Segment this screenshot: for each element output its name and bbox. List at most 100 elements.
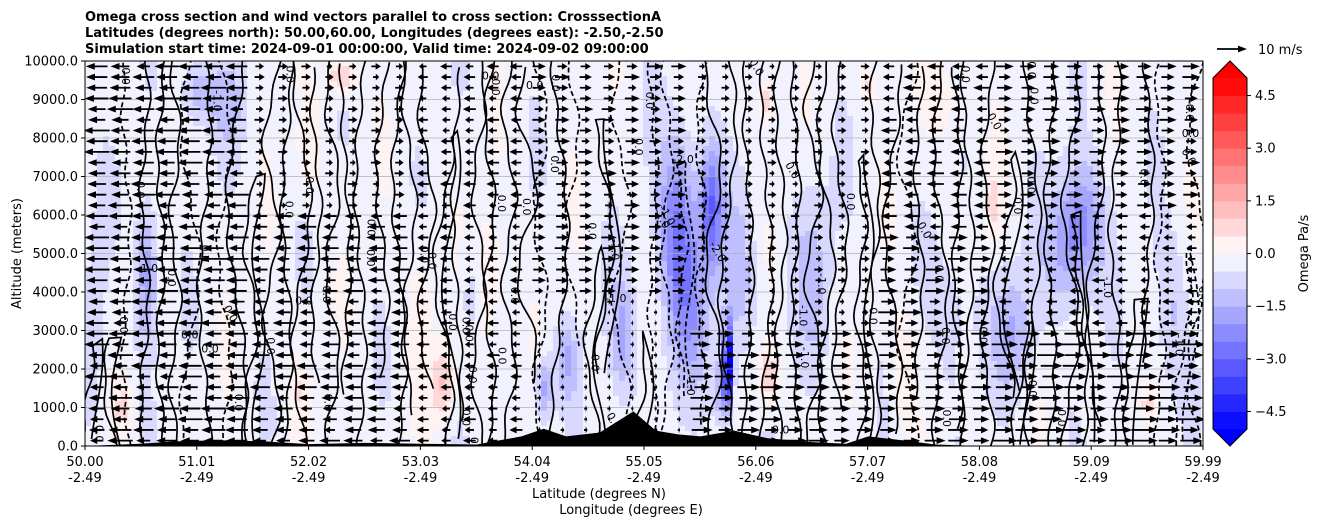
omega-cell bbox=[433, 311, 440, 317]
omega-cell bbox=[241, 291, 248, 297]
omega-cell bbox=[469, 101, 476, 107]
omega-cell bbox=[367, 161, 374, 167]
omega-cell bbox=[265, 96, 272, 102]
omega-cell bbox=[175, 76, 182, 82]
omega-cell bbox=[211, 91, 218, 97]
omega-cell bbox=[337, 381, 344, 387]
omega-cell bbox=[379, 386, 386, 392]
omega-cell bbox=[127, 241, 134, 247]
omega-cell bbox=[487, 126, 494, 132]
omega-cell bbox=[97, 441, 104, 446]
omega-cell bbox=[247, 66, 254, 72]
omega-cell bbox=[391, 221, 398, 227]
omega-cell bbox=[199, 136, 206, 142]
omega-cell bbox=[139, 371, 146, 377]
omega-cell bbox=[469, 326, 476, 332]
omega-cell bbox=[451, 86, 458, 92]
omega-cell bbox=[433, 381, 440, 387]
omega-cell bbox=[331, 351, 338, 357]
omega-cell bbox=[451, 76, 458, 82]
omega-cell bbox=[241, 296, 248, 302]
omega-cell bbox=[121, 241, 128, 247]
omega-cell bbox=[499, 196, 506, 202]
omega-cell bbox=[199, 431, 206, 437]
omega-cell bbox=[367, 86, 374, 92]
omega-cell bbox=[103, 126, 110, 132]
omega-cell bbox=[319, 326, 326, 332]
omega-cell bbox=[307, 346, 314, 352]
omega-cell bbox=[247, 371, 254, 377]
omega-cell bbox=[379, 336, 386, 342]
omega-cell bbox=[247, 86, 254, 92]
omega-cell bbox=[385, 346, 392, 352]
omega-cell bbox=[163, 391, 170, 397]
omega-cell bbox=[229, 101, 236, 107]
omega-cell bbox=[139, 271, 146, 277]
omega-cell bbox=[109, 221, 116, 227]
omega-cell bbox=[223, 211, 230, 217]
omega-cell bbox=[211, 216, 218, 222]
omega-cell bbox=[367, 221, 374, 227]
omega-cell bbox=[391, 116, 398, 122]
omega-cell bbox=[493, 336, 500, 342]
omega-cell bbox=[355, 116, 362, 122]
omega-cell bbox=[337, 66, 344, 72]
omega-cell bbox=[367, 421, 374, 427]
omega-cell bbox=[391, 296, 398, 302]
omega-cell bbox=[205, 391, 212, 397]
omega-cell bbox=[469, 141, 476, 147]
omega-cell bbox=[103, 111, 110, 117]
omega-cell bbox=[505, 196, 512, 202]
omega-cell bbox=[127, 111, 134, 117]
omega-cell bbox=[133, 151, 140, 157]
omega-cell bbox=[85, 391, 92, 397]
omega-cell bbox=[283, 226, 290, 232]
omega-cell bbox=[199, 191, 206, 197]
omega-cell bbox=[475, 181, 482, 187]
omega-cell bbox=[247, 346, 254, 352]
omega-cell bbox=[151, 346, 158, 352]
omega-cell bbox=[211, 101, 218, 107]
omega-cell bbox=[379, 206, 386, 212]
omega-cell bbox=[127, 161, 134, 167]
omega-cell bbox=[241, 216, 248, 222]
omega-cell bbox=[325, 156, 332, 162]
omega-cell bbox=[109, 306, 116, 312]
omega-cell bbox=[331, 436, 338, 442]
omega-cell bbox=[475, 416, 482, 422]
omega-cell bbox=[319, 176, 326, 182]
omega-cell bbox=[133, 241, 140, 247]
omega-cell bbox=[343, 221, 350, 227]
omega-cell bbox=[319, 281, 326, 287]
omega-cell bbox=[529, 101, 536, 107]
omega-cell bbox=[295, 106, 302, 112]
omega-cell bbox=[265, 71, 272, 77]
omega-cell bbox=[181, 281, 188, 287]
omega-cell bbox=[445, 376, 452, 382]
omega-cell bbox=[463, 351, 470, 357]
omega-cell bbox=[523, 86, 530, 92]
omega-cell bbox=[235, 201, 242, 207]
omega-cell bbox=[523, 381, 530, 387]
omega-cell bbox=[247, 286, 254, 292]
omega-cell bbox=[457, 296, 464, 302]
omega-cell bbox=[511, 71, 518, 77]
omega-cell bbox=[133, 91, 140, 97]
omega-cell bbox=[211, 121, 218, 127]
omega-cell bbox=[421, 66, 428, 72]
omega-cell bbox=[361, 376, 368, 382]
omega-cell bbox=[199, 91, 206, 97]
omega-cell bbox=[319, 381, 326, 387]
omega-cell bbox=[451, 406, 458, 412]
omega-cell bbox=[295, 396, 302, 402]
omega-cell bbox=[349, 381, 356, 387]
omega-cell bbox=[223, 96, 230, 102]
omega-cell bbox=[367, 216, 374, 222]
omega-cell bbox=[451, 306, 458, 312]
omega-cell bbox=[427, 201, 434, 207]
omega-cell bbox=[517, 271, 524, 277]
omega-cell bbox=[295, 91, 302, 97]
omega-cell bbox=[445, 111, 452, 117]
omega-cell bbox=[499, 171, 506, 177]
omega-cell bbox=[451, 281, 458, 287]
